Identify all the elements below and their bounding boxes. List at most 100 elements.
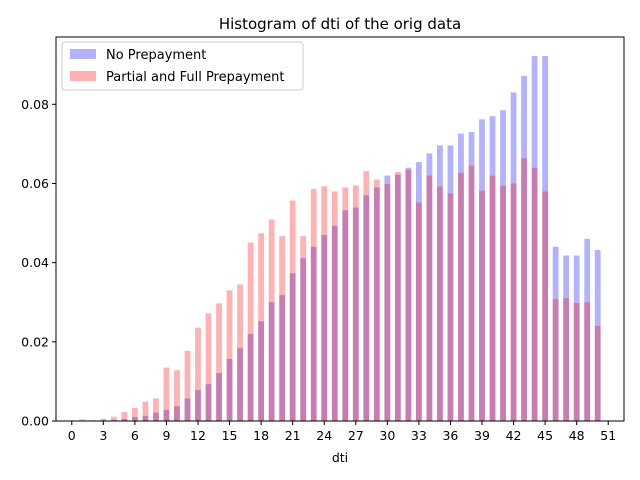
x-tick-label-24: 24 (316, 428, 332, 443)
bar-no-prepayment-42 (510, 92, 517, 422)
bar-partial-full-prepayment-23 (310, 189, 317, 421)
bar-no-prepayment-35 (437, 145, 443, 421)
bar-no-prepayment-11 (184, 398, 191, 421)
x-tick-label-21: 21 (285, 428, 301, 443)
bar-partial-full-prepayment-18 (258, 233, 265, 421)
bar-no-prepayment-43 (521, 75, 527, 422)
chart-title: Histogram of dti of the orig data (219, 15, 461, 33)
bar-partial-full-prepayment-10 (174, 370, 180, 421)
bar-no-prepayment-17 (247, 333, 254, 421)
x-tick-label-45: 45 (537, 428, 553, 443)
bar-no-prepayment-19 (268, 302, 275, 421)
bar-partial-full-prepayment-39 (479, 190, 485, 421)
bar-no-prepayment-26 (342, 210, 349, 421)
bar-partial-full-prepayment-20 (279, 236, 286, 421)
bar-partial-full-prepayment-12 (195, 327, 201, 421)
y-axis-ticks: 0.00 0.02 0.04 0.06 0.08 (21, 97, 56, 429)
bar-partial-full-prepayment-5 (121, 411, 128, 421)
x-tick-label-51: 51 (600, 428, 616, 443)
bar-partial-full-prepayment-48 (573, 303, 580, 421)
bar-no-prepayment-45 (542, 56, 549, 421)
bar-partial-full-prepayment-11 (184, 350, 191, 421)
bar-partial-full-prepayment-15 (226, 290, 233, 421)
bar-no-prepayment-20 (279, 295, 286, 421)
bar-no-prepayment-12 (195, 390, 201, 421)
bar-partial-full-prepayment-31 (394, 171, 401, 421)
x-tick-label-15: 15 (222, 428, 238, 443)
bar-partial-full-prepayment-1 (79, 419, 86, 421)
bar-partial-full-prepayment-46 (552, 299, 559, 421)
bar-no-prepayment-13 (205, 384, 212, 421)
bar-no-prepayment-24 (321, 234, 328, 421)
y-tick-label-1: 0.02 (21, 334, 49, 349)
bar-partial-full-prepayment-16 (237, 284, 243, 421)
x-tick-label-39: 39 (474, 428, 490, 443)
bar-partial-full-prepayment-17 (247, 242, 254, 421)
bar-partial-full-prepayment-25 (331, 191, 338, 421)
bar-no-prepayment-27 (352, 207, 359, 421)
bar-no-prepayment-40 (489, 116, 496, 422)
bar-partial-full-prepayment-40 (489, 175, 496, 421)
bar-no-prepayment-18 (258, 321, 265, 421)
bar-no-prepayment-48 (573, 255, 580, 421)
bar-no-prepayment-8 (153, 412, 159, 421)
bar-partial-full-prepayment-47 (563, 298, 570, 421)
bar-partial-full-prepayment-36 (447, 193, 454, 421)
bar-no-prepayment-32 (405, 167, 412, 421)
bar-partial-full-prepayment-22 (300, 236, 307, 421)
bar-partial-full-prepayment-27 (352, 185, 359, 421)
legend: No Prepayment Partial and Full Prepaymen… (61, 41, 304, 91)
bar-no-prepayment-33 (416, 162, 422, 421)
y-tick-label-0: 0.00 (21, 414, 49, 429)
bar-no-prepayment-34 (426, 153, 433, 421)
bar-partial-full-prepayment-29 (373, 179, 380, 421)
legend-label-no-prepayment: No Prepayment (106, 48, 206, 63)
bar-no-prepayment-31 (394, 174, 401, 421)
bar-partial-full-prepayment-32 (405, 170, 412, 421)
bar-partial-full-prepayment-43 (521, 158, 527, 421)
y-tick-label-4: 0.08 (21, 97, 49, 112)
bar-no-prepayment-7 (142, 415, 149, 421)
bar-partial-full-prepayment-13 (205, 313, 212, 421)
bar-no-prepayment-36 (447, 145, 454, 421)
bar-no-prepayment-49 (584, 238, 591, 421)
x-tick-label-0: 0 (68, 428, 76, 443)
bar-no-prepayment-9 (163, 409, 170, 421)
bar-no-prepayment-25 (331, 225, 338, 421)
bar-partial-full-prepayment-34 (426, 175, 433, 421)
bar-partial-full-prepayment-50 (594, 325, 601, 421)
bar-partial-full-prepayment-42 (510, 183, 517, 421)
y-tick-label-3: 0.06 (21, 176, 49, 191)
bar-no-prepayment-50 (594, 249, 601, 421)
x-tick-label-33: 33 (411, 428, 427, 443)
bar-no-prepayment-6 (132, 417, 138, 421)
bar-no-prepayment-23 (310, 246, 317, 421)
bar-partial-full-prepayment-14 (216, 303, 222, 421)
bar-no-prepayment-22 (300, 258, 307, 421)
bar-partial-full-prepayment-38 (468, 165, 475, 421)
bar-no-prepayment-4 (110, 419, 117, 421)
bar-partial-full-prepayment-21 (289, 200, 296, 421)
x-tick-label-6: 6 (131, 428, 139, 443)
x-tick-label-3: 3 (99, 428, 107, 443)
bar-no-prepayment-29 (373, 187, 380, 421)
bar-no-prepayment-30 (384, 175, 391, 421)
x-tick-label-42: 42 (506, 428, 522, 443)
x-tick-label-36: 36 (442, 428, 458, 443)
bar-no-prepayment-47 (563, 255, 570, 421)
bar-no-prepayment-41 (500, 110, 506, 422)
legend-swatch-partial-full-prepayment (70, 71, 96, 81)
x-tick-label-48: 48 (569, 428, 585, 443)
x-tick-label-9: 9 (162, 428, 170, 443)
bar-partial-full-prepayment-6 (132, 407, 138, 421)
bar-partial-full-prepayment-4 (110, 416, 117, 421)
bar-partial-full-prepayment-35 (437, 186, 443, 421)
x-axis-ticks: 0 3 6 9 12 15 18 21 24 27 30 33 36 39 42 45 48 51 (68, 421, 616, 443)
bar-partial-full-prepayment-37 (458, 172, 464, 421)
x-tick-label-30: 30 (379, 428, 395, 443)
bar-partial-full-prepayment-45 (542, 191, 549, 421)
x-tick-label-27: 27 (348, 428, 364, 443)
x-tick-label-18: 18 (253, 428, 269, 443)
bar-partial-full-prepayment-9 (163, 367, 170, 421)
bar-no-prepayment-16 (237, 348, 243, 421)
